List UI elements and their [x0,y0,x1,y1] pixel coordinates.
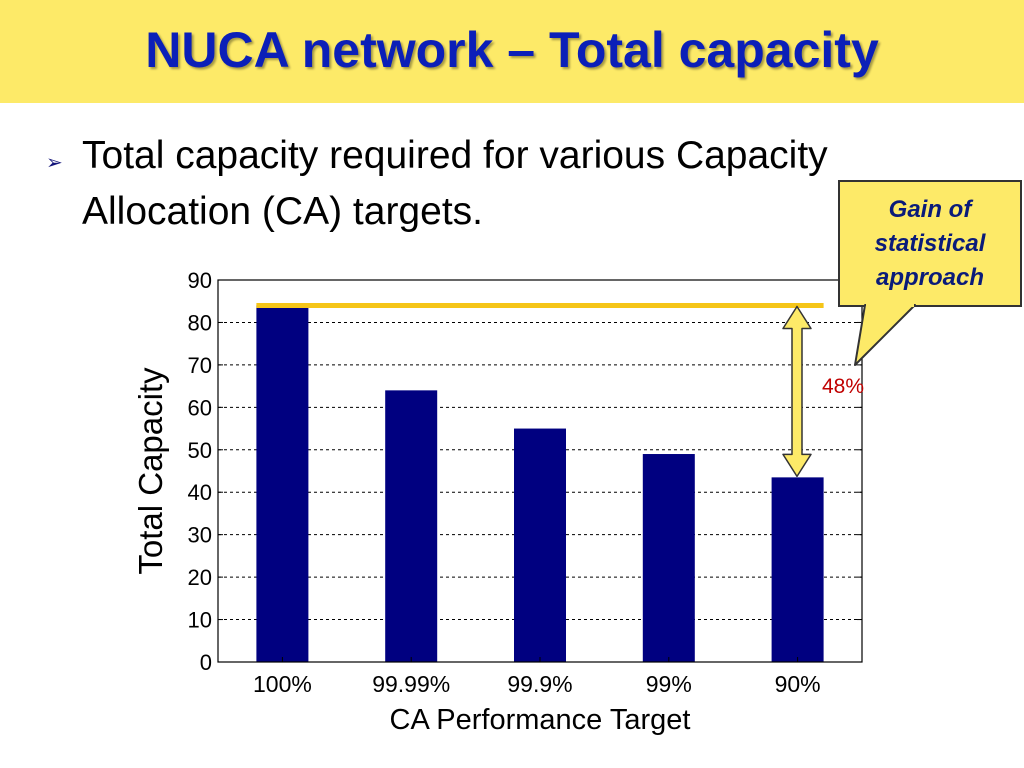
y-tick-label: 70 [188,353,212,378]
y-axis-label: Total Capacity [132,367,169,575]
callout-text: Gain of statistical approach [874,195,986,291]
y-tick-label: 10 [188,608,212,633]
gain-label: 48% [822,375,865,398]
y-tick-label: 60 [188,395,212,420]
x-tick-label: 99% [646,671,692,697]
title-bar [0,0,1024,103]
y-tick-label: 0 [200,650,212,675]
y-tick-label: 20 [188,565,212,590]
x-tick-label: 90% [775,671,821,697]
y-tick-label: 50 [188,438,212,463]
bullet-text: Total capacity required for various Capa… [82,134,828,233]
bar [642,454,695,662]
arrow-bullet-icon: ➢ [46,152,63,174]
bar [256,305,309,662]
bar [385,390,438,662]
bar [771,477,824,662]
y-tick-label: 80 [188,310,212,335]
bar [514,428,566,662]
plot-frame [217,279,863,663]
y-tick-label: 90 [188,268,212,293]
x-tick-label: 100% [253,671,312,697]
callout-box: Gain of statistical approach [838,180,1022,307]
y-tick-label: 40 [188,480,212,505]
x-tick-label: 99.99% [372,671,450,697]
x-tick-label: 99.9% [507,671,572,697]
x-axis-label: CA Performance Target [390,704,691,736]
slide-title: NUCA network – Total capacity [145,22,879,78]
gain-arrow [782,305,812,478]
y-tick-label: 30 [188,523,212,548]
